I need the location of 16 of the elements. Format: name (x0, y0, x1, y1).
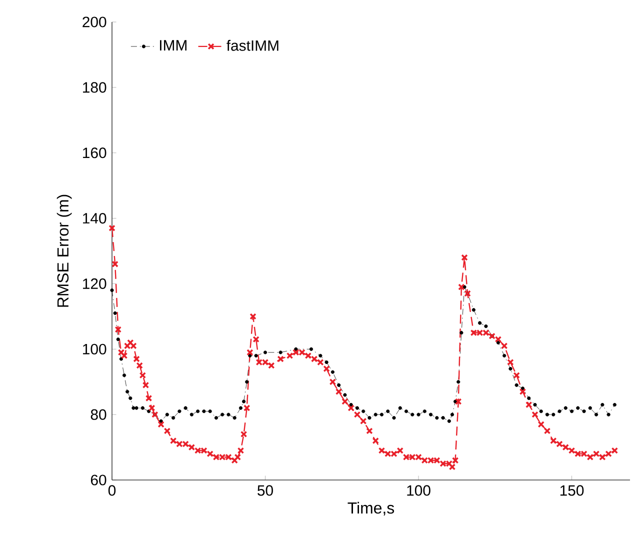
y-tick-label: 140 (83, 212, 106, 224)
x-tick-label: 0 (108, 485, 116, 496)
x-axis-title: Time,s (348, 502, 394, 516)
x-tick-label: 100 (407, 485, 430, 496)
y-tick-label: 80 (90, 409, 106, 420)
y-tick-label: 180 (83, 82, 106, 93)
x-tick-label: 150 (560, 485, 584, 496)
legend-label: IMM (160, 40, 186, 50)
y-tick-label: 60 (90, 474, 106, 486)
x-tick-label: 50 (258, 485, 273, 496)
y-tick-label: 120 (83, 278, 106, 289)
y-tick-label: 160 (83, 148, 106, 158)
y-axis-title: RMSE Error (m) (56, 194, 72, 307)
y-tick-label: 200 (82, 16, 106, 28)
y-tick-label: 100 (83, 344, 106, 354)
legend-label: fastIMM (226, 40, 278, 51)
